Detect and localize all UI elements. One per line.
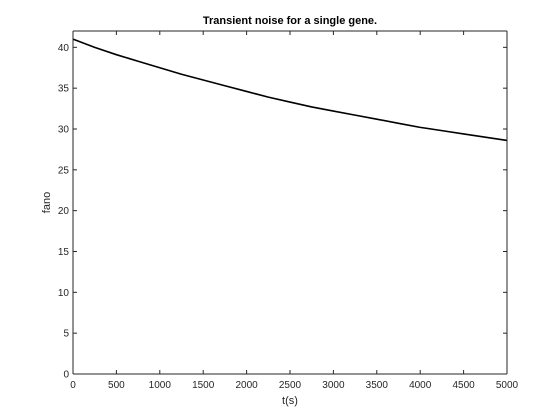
chart-title: Transient noise for a single gene. [203,15,377,27]
x-tick-label: 4000 [409,380,432,391]
y-axis-label: fano [41,192,53,213]
x-tick-label: 2000 [235,380,258,391]
y-tick-label: 40 [58,43,70,54]
x-tick-label: 500 [108,380,125,391]
x-tick-label: 4500 [452,380,475,391]
x-tick-label: 0 [70,380,76,391]
y-tick-label: 30 [58,125,70,136]
x-axis-label: t(s) [282,395,298,407]
x-tick-label: 2500 [279,380,302,391]
x-tick-label: 1500 [192,380,215,391]
y-tick-label: 5 [63,329,69,340]
y-tick-label: 0 [63,370,69,381]
plot-area [73,31,507,374]
x-tick-label: 5000 [496,380,519,391]
y-tick-label: 20 [58,206,70,217]
series-line-0 [72,38,508,142]
x-tick-label: 3500 [366,380,389,391]
y-tick-label: 10 [58,288,70,299]
x-tick-label: 1000 [149,380,172,391]
series-layer [72,38,508,142]
y-tick-label: 25 [58,165,70,176]
y-tick-label: 15 [58,247,70,258]
axes-layer: 0 500 1000 1500 2000 2500 3000 3500 4000 4500 5000… [58,30,519,391]
y-tick-label: 35 [58,84,70,95]
x-tick-label: 3000 [322,380,345,391]
